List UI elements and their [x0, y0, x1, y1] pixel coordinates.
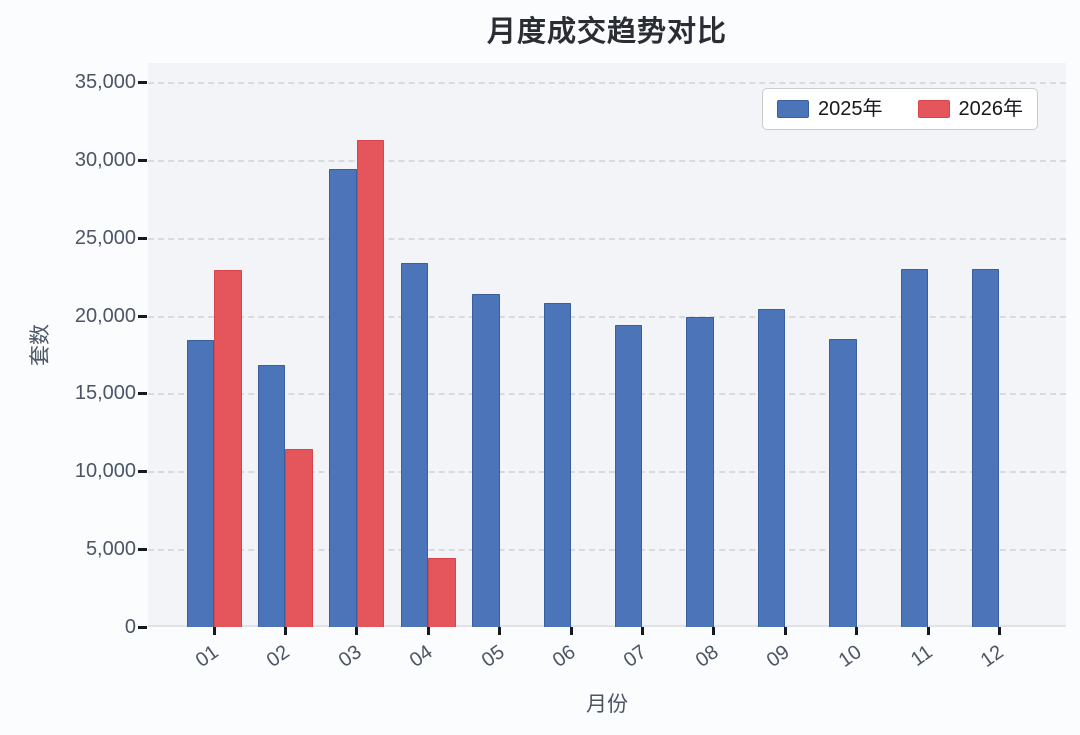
- x-tick-mark: [926, 627, 930, 635]
- x-tick-mark: [997, 627, 1001, 635]
- gridline-20000: [148, 315, 1066, 318]
- x-tick-label: 07: [620, 641, 652, 672]
- legend-label-2025: 2025年: [818, 98, 883, 120]
- y-tick-label: 25,000: [74, 226, 136, 249]
- bar-2025年-09: [757, 309, 786, 627]
- legend-item-2025: 2025年: [777, 99, 883, 119]
- chart-title: 月度成交趋势对比: [486, 16, 727, 48]
- y-tick-mark: [138, 626, 147, 629]
- bar-2025年-06: [543, 303, 571, 627]
- bar-2026年-01: [214, 270, 242, 627]
- y-tick-mark: [138, 470, 147, 474]
- x-axis-label: 月份: [586, 693, 628, 716]
- x-tick-label: 03: [334, 641, 366, 672]
- x-tick-label: 05: [477, 641, 509, 672]
- bar-2026年-04: [428, 558, 456, 627]
- x-tick-label: 01: [191, 641, 223, 672]
- bar-2025年-08: [686, 317, 714, 627]
- gridline-15000: [148, 393, 1066, 396]
- y-tick-mark: [138, 158, 147, 162]
- y-tick-label: 5,000: [85, 538, 136, 561]
- bar-2025年-05: [472, 293, 500, 627]
- legend-swatch-2026: [917, 100, 950, 118]
- x-tick-mark: [569, 627, 573, 635]
- y-tick-label: 30,000: [74, 148, 136, 171]
- x-tick-mark: [283, 627, 287, 635]
- bar-2025年-11: [900, 268, 928, 627]
- x-tick-label: 08: [691, 641, 723, 672]
- y-tick-mark: [138, 548, 147, 552]
- x-tick-label: 06: [548, 641, 580, 672]
- x-tick-mark: [855, 627, 859, 635]
- bar-2026年-02: [285, 449, 313, 627]
- bar-2025年-04: [400, 262, 429, 627]
- x-tick-mark: [212, 627, 216, 635]
- gridline-30000: [148, 159, 1066, 162]
- x-tick-mark: [426, 627, 430, 635]
- x-tick-mark: [640, 627, 644, 635]
- x-tick-label: 02: [263, 641, 295, 672]
- bar-2025年-12: [971, 268, 1000, 627]
- x-tick-label: 04: [405, 641, 437, 672]
- x-tick-mark: [355, 627, 359, 635]
- plot-area: [148, 63, 1066, 627]
- x-axis-line: [148, 625, 1066, 627]
- y-tick-mark: [138, 392, 147, 396]
- x-tick-mark: [712, 627, 716, 635]
- y-tick-label: 15,000: [74, 382, 136, 405]
- x-tick-label: 11: [906, 641, 937, 671]
- bar-2025年-03: [329, 169, 357, 627]
- bar-2026年-03: [356, 139, 385, 627]
- bar-2025年-10: [829, 338, 857, 627]
- gridline-25000: [148, 237, 1066, 240]
- y-tick-mark: [138, 236, 147, 240]
- y-tick-label: 10,000: [74, 460, 136, 483]
- y-tick-label: 20,000: [74, 304, 136, 327]
- bar-2025年-01: [186, 340, 214, 627]
- gridline-10000: [148, 471, 1066, 474]
- x-tick-mark: [783, 627, 787, 635]
- y-tick-label: 0: [124, 616, 136, 638]
- x-tick-label: 12: [977, 641, 1009, 672]
- x-tick-mark: [498, 627, 502, 635]
- legend-label-2026: 2026年: [958, 98, 1024, 120]
- legend: 2025年 2026年: [762, 88, 1038, 130]
- x-tick-label: 10: [834, 641, 866, 672]
- y-tick-mark: [138, 81, 147, 84]
- legend-swatch-2025: [777, 100, 809, 118]
- bar-2025年-02: [257, 365, 286, 627]
- gridline-35000: [148, 82, 1066, 84]
- bar-2025年-07: [614, 324, 643, 627]
- y-tick-mark: [138, 314, 147, 318]
- gridline-5000: [148, 549, 1066, 552]
- legend-item-2026: 2026年: [917, 98, 1024, 120]
- y-tick-label: 35,000: [74, 71, 136, 93]
- x-tick-label: 09: [762, 641, 794, 672]
